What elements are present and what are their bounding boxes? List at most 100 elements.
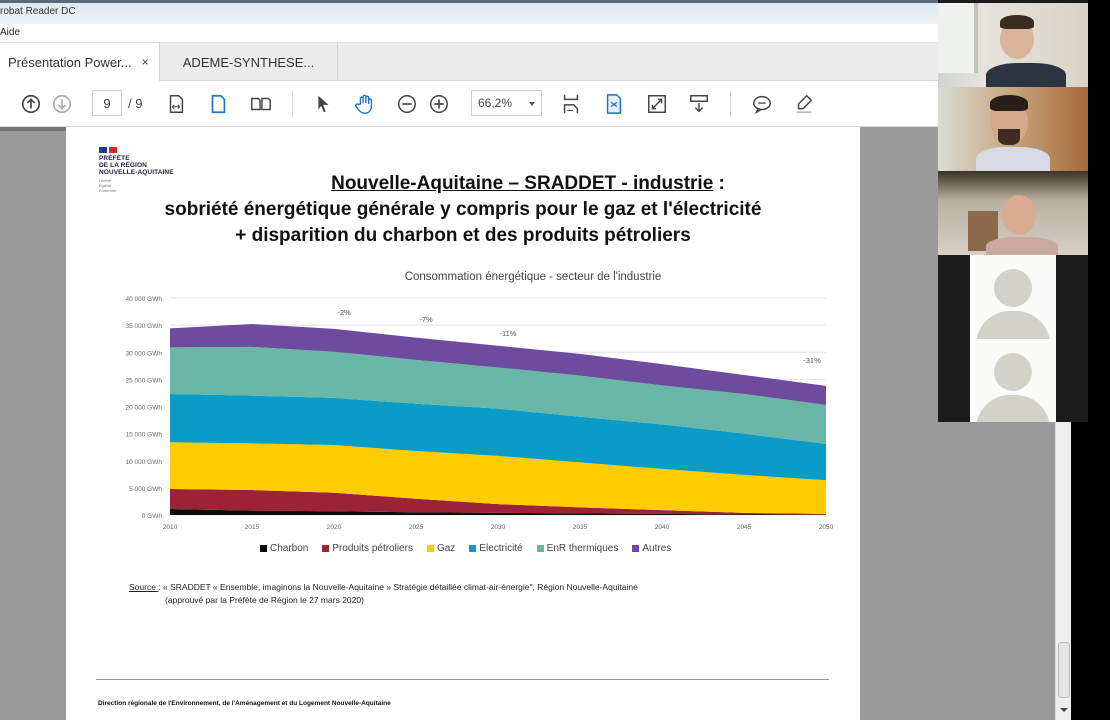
participant-face xyxy=(1002,195,1036,235)
legend-swatch xyxy=(322,545,330,552)
legend-label: EnR thermiques xyxy=(546,543,619,554)
zoom-level-dropdown[interactable]: 66,2% xyxy=(471,90,542,116)
prev-page-icon[interactable] xyxy=(18,91,44,117)
area-charbon xyxy=(170,509,826,515)
chart-legend: Charbon Produits pétroliers Gaz Electricité… xyxy=(260,543,671,554)
fullscreen-icon[interactable] xyxy=(644,91,670,117)
legend-swatch xyxy=(260,545,267,552)
chevron-down-icon xyxy=(529,102,535,106)
close-tab-icon[interactable]: × xyxy=(141,55,149,69)
menu-aide[interactable]: Aide xyxy=(0,27,21,38)
legend-label: Gaz xyxy=(436,543,456,554)
avatar-head-icon xyxy=(994,353,1032,391)
annotation-label: -2% xyxy=(337,308,351,317)
y-tick-label: 10 000 GWh xyxy=(126,459,163,466)
participant-video-1[interactable] xyxy=(938,3,1088,87)
video-call-panel xyxy=(938,0,1088,422)
slide-footer: Direction régionale de l'Environnement, … xyxy=(98,700,391,707)
legend-label: Electricité xyxy=(479,543,523,554)
x-tick-label: 2050 xyxy=(819,524,834,531)
stacked-area-chart: 0 GWh 5 000 GWh 10 000 GWh 15 000 GWh 20 000… xyxy=(126,296,834,531)
chart-title: Consommation énergétique - secteur de l'… xyxy=(404,271,662,283)
republic-flag-icon xyxy=(99,147,209,153)
participant-beard xyxy=(998,129,1020,145)
y-tick-label: 15 000 GWh xyxy=(126,432,163,439)
annotation-label: -7% xyxy=(419,315,433,324)
legend-swatch xyxy=(426,545,434,552)
toolbar-separator xyxy=(292,91,293,117)
scrollbar-thumb[interactable] xyxy=(1058,642,1070,698)
legend-swatch xyxy=(536,545,544,552)
tab-ademe-synthese[interactable]: ADEME-SYNTHESE... xyxy=(160,43,338,81)
title-colon: : xyxy=(713,173,725,194)
y-tick-label: 25 000 GWh xyxy=(126,377,163,384)
comment-icon[interactable] xyxy=(749,91,775,117)
x-tick-label: 2045 xyxy=(737,524,752,531)
legend-item: EnR thermiques xyxy=(536,543,619,554)
legend-item: Produits pétroliers xyxy=(322,543,413,554)
toolbar-separator xyxy=(730,91,731,117)
horizontal-scroll-indicator[interactable] xyxy=(0,127,66,131)
area-gaz xyxy=(170,442,826,514)
motto-line: Fraternité xyxy=(99,188,117,193)
x-tick-label: 2010 xyxy=(163,524,178,531)
y-tick-label: 35 000 GWh xyxy=(126,323,163,330)
two-page-icon[interactable] xyxy=(248,91,274,117)
slide-title-line1: Nouvelle-Aquitaine – SRADDET - industrie xyxy=(331,173,714,194)
scroll-mode-icon[interactable] xyxy=(558,91,584,117)
x-tick-label: 2030 xyxy=(491,524,506,531)
page-number-input[interactable]: 9 xyxy=(92,90,122,116)
participant-avatar-5[interactable] xyxy=(970,339,1056,422)
zoom-in-icon[interactable] xyxy=(426,91,452,117)
motto-line: Égalité xyxy=(99,183,112,188)
window-background xyxy=(938,3,978,73)
x-tick-label: 2040 xyxy=(655,524,670,531)
zoom-out-icon[interactable] xyxy=(394,91,420,117)
x-tick-label: 2020 xyxy=(327,524,342,531)
single-page-icon[interactable] xyxy=(205,91,231,117)
tab-bar: Présentation Power... × ADEME-SYNTHESE..… xyxy=(0,43,940,81)
toolbar: 9 / 9 66,2% xyxy=(0,81,940,127)
document-background xyxy=(938,422,1055,720)
hand-tool-icon[interactable] xyxy=(352,91,378,117)
next-page-icon[interactable] xyxy=(49,91,75,117)
title-bar: robat Reader DC xyxy=(0,0,940,24)
legend-label: Autres xyxy=(642,543,672,554)
y-tick-label: 0 GWh xyxy=(142,513,163,520)
source-text: : « SRADDET « Ensemble, imaginons la Nou… xyxy=(158,582,638,592)
fit-width-icon[interactable] xyxy=(163,91,189,117)
legend-item: Gaz xyxy=(426,543,456,554)
legend-item: Electricité xyxy=(469,543,523,554)
participant-video-2[interactable] xyxy=(938,87,1088,171)
annotation-label: -31% xyxy=(803,356,821,365)
x-tick-label: 2015 xyxy=(245,524,260,531)
x-tick-label: 2035 xyxy=(573,524,588,531)
participant-video-3[interactable] xyxy=(938,171,1088,255)
tab-presentation[interactable]: Présentation Power... × xyxy=(0,43,160,81)
source-label: Source xyxy=(129,582,159,592)
logo-line: NOUVELLE-AQUITAINE xyxy=(99,169,174,176)
legend-swatch xyxy=(632,545,640,552)
vertical-scrollbar[interactable] xyxy=(1055,422,1071,720)
rotate-page-icon[interactable] xyxy=(601,91,627,117)
highlight-icon[interactable] xyxy=(791,91,817,117)
annotation-label: -11% xyxy=(500,329,517,338)
participant-body xyxy=(986,237,1058,255)
slide-title-line2: sobriété énergétique générale y compris … xyxy=(164,199,762,220)
participant-avatar-4[interactable] xyxy=(970,255,1056,345)
read-mode-icon[interactable] xyxy=(686,91,712,117)
participant-hair xyxy=(990,95,1028,111)
legend-label: Charbon xyxy=(270,543,309,554)
participant-hair xyxy=(1000,15,1034,29)
zoom-level-value: 66,2% xyxy=(478,96,513,110)
x-tick-label: 2025 xyxy=(409,524,424,531)
slide-title-line3: + disparition du charbon et des produits… xyxy=(235,225,691,246)
avatar-head-icon xyxy=(994,269,1032,307)
logo-line: DE LA RÉGION xyxy=(99,162,147,169)
avatar-body-icon xyxy=(976,395,1050,422)
legend-item: Charbon xyxy=(260,543,308,554)
legend-item: Autres xyxy=(632,543,671,554)
scroll-down-arrow-icon[interactable] xyxy=(1060,708,1068,712)
select-cursor-icon[interactable] xyxy=(310,91,336,117)
area-produits-p-troliers xyxy=(170,488,826,515)
